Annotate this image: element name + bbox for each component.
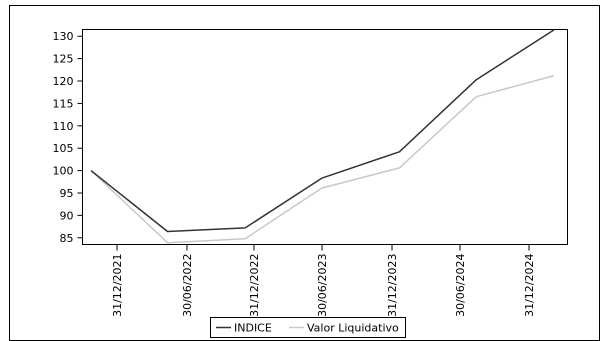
x-tick-label: 31/12/2023 <box>386 254 399 317</box>
x-tick-label: 31/12/2024 <box>523 254 536 317</box>
x-tick-label: 30/06/2022 <box>181 254 194 317</box>
y-tick-label: 105 <box>53 142 74 155</box>
y-tick-label: 95 <box>60 187 74 200</box>
y-tick-label: 85 <box>60 232 74 245</box>
y-axis: 85 90 95 100 105 110 115 120 125 130 <box>53 30 83 245</box>
legend: INDICE Valor Liquidativo <box>210 317 406 338</box>
legend-box <box>210 317 406 338</box>
plot-area <box>82 29 568 245</box>
y-tick-label: 100 <box>53 165 74 178</box>
series-line-indice <box>90 29 555 233</box>
y-tick-label: 90 <box>60 209 74 222</box>
legend-label: Valor Liquidativo <box>307 322 399 335</box>
x-axis: 31/12/2021 30/06/2022 31/12/2022 30/06/2023… <box>111 244 536 317</box>
x-tick-label: 30/06/2024 <box>454 254 467 317</box>
y-tick-label: 110 <box>53 120 74 133</box>
series-line-valor-liquidativo <box>90 74 555 244</box>
x-tick-label: 30/06/2023 <box>316 254 329 317</box>
legend-label: INDICE <box>234 322 272 335</box>
x-tick-label: 31/12/2022 <box>248 254 261 317</box>
y-tick-label: 120 <box>53 75 74 88</box>
x-tick-label: 31/12/2021 <box>111 254 124 317</box>
series-layer <box>90 29 555 244</box>
y-tick-label: 130 <box>53 30 74 43</box>
y-tick-label: 125 <box>53 53 74 66</box>
y-tick-label: 115 <box>53 97 74 110</box>
